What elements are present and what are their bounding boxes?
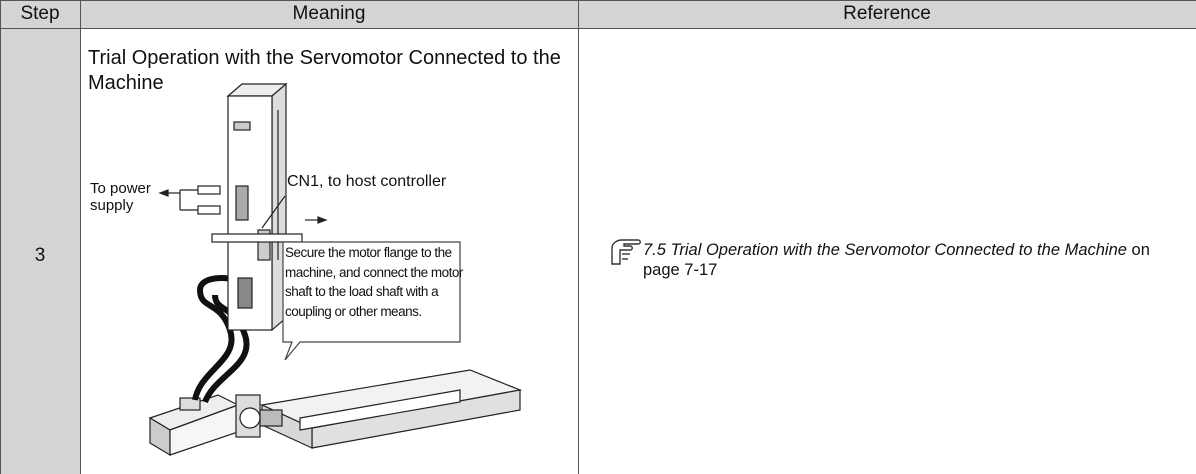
header-meaning: Meaning [80,0,578,28]
figure-label: To power supply [90,180,151,214]
reference-page: on page 7-17 [643,241,1150,279]
figure-callout: Secure the motor flange to the machine, … [285,245,463,319]
header-step: Step [0,0,80,28]
illustration [148,82,523,457]
reference-text: 7.5 Trial Operation with the Servomotor … [643,240,1183,280]
meaning-title: Trial Operation with the Servomotor Conn… [88,47,561,94]
step-number: 3 [34,245,46,266]
step-cell [0,29,80,474]
reference-icon [611,239,641,265]
header-reference: Reference [578,0,1196,28]
reference-section: 7.5 Trial Operation with the Servomotor … [643,241,1127,259]
figure-label: CN1, to host controller [287,173,447,190]
